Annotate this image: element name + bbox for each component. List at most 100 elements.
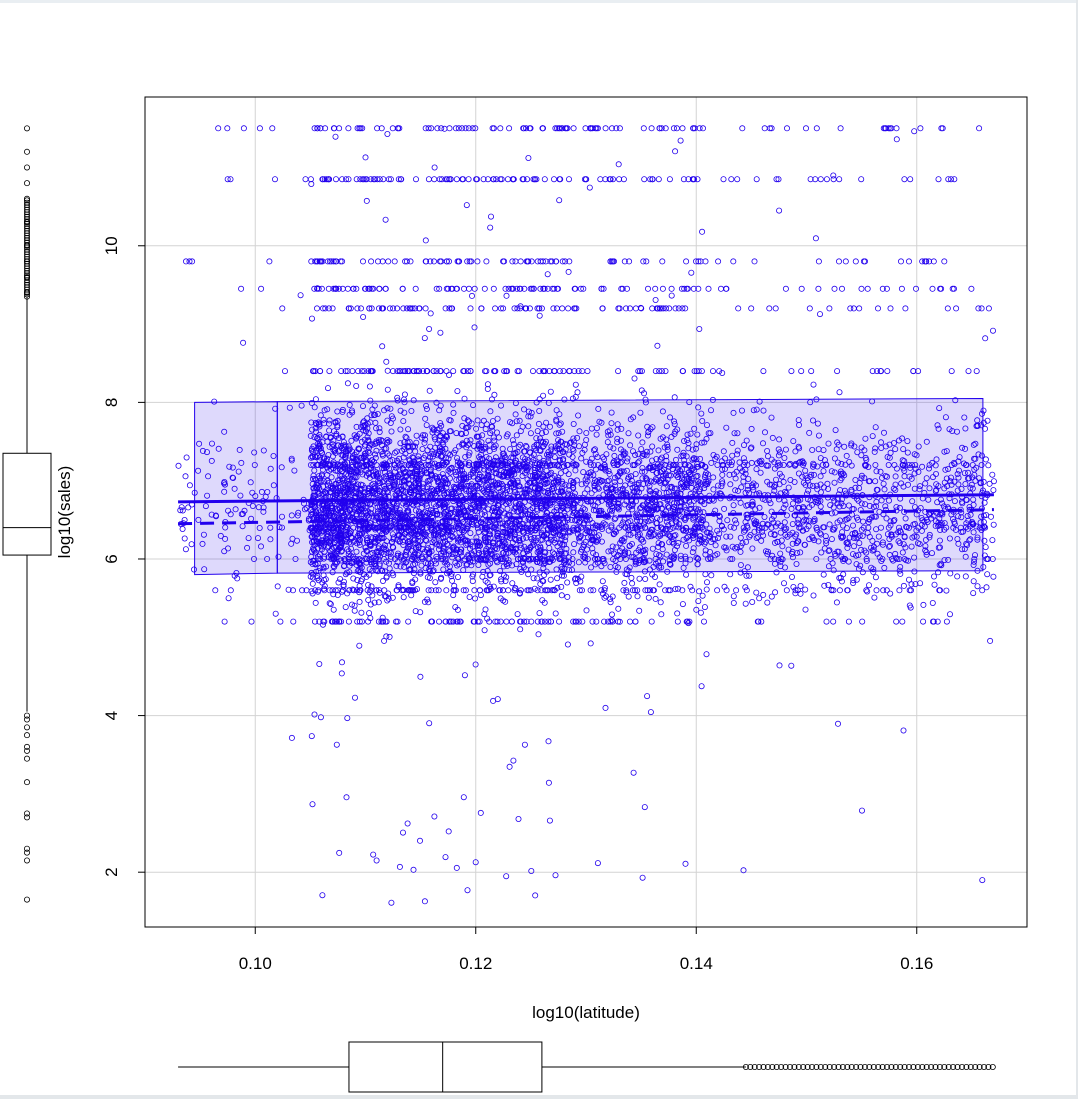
scatter-point <box>679 475 686 482</box>
scatter-point <box>492 508 499 515</box>
scatter-point <box>845 515 852 522</box>
scatter-point <box>324 544 331 551</box>
scatter-point <box>837 125 844 132</box>
scatter-point <box>473 433 480 440</box>
scatter-point <box>788 505 795 512</box>
scatter-point <box>649 545 656 552</box>
scatter-point <box>339 406 346 413</box>
scatter-point <box>963 540 970 547</box>
scatter-point <box>687 478 694 485</box>
scatter-point <box>795 538 802 545</box>
scatter-point <box>272 610 279 617</box>
scatter-point <box>384 386 391 393</box>
scatter-point <box>618 425 625 432</box>
scatter-point <box>389 368 396 375</box>
scatter-point <box>918 515 925 522</box>
scatter-point <box>474 417 481 424</box>
scatter-point <box>417 569 424 576</box>
scatter-point <box>799 473 806 480</box>
scatter-point <box>820 524 827 531</box>
scatter-point <box>983 584 990 591</box>
scatter-point <box>742 600 749 607</box>
scatter-point <box>516 538 523 545</box>
scatter-point <box>361 368 368 375</box>
scatter-point <box>881 486 888 493</box>
scatter-point <box>733 587 740 594</box>
scatter-point <box>368 412 375 419</box>
scatter-point <box>394 397 401 404</box>
scatter-point <box>452 509 459 516</box>
scatter-point <box>686 498 693 505</box>
scatter-point <box>402 433 409 440</box>
scatter-point <box>795 470 802 477</box>
scatter-point <box>540 392 547 399</box>
scatter-point <box>570 484 577 491</box>
scatter-point <box>806 504 813 511</box>
scatter-point <box>326 258 333 265</box>
scatter-point <box>442 305 449 312</box>
scatter-point <box>599 590 606 597</box>
scatter-point <box>764 521 771 528</box>
scatter-point <box>665 472 672 479</box>
scatter-point <box>495 434 502 441</box>
scatter-point <box>671 430 678 437</box>
scatter-point <box>588 455 595 462</box>
scatter-point <box>521 618 528 625</box>
scatter-point <box>375 599 382 606</box>
scatter-point <box>943 618 950 625</box>
scatter-point <box>727 556 734 563</box>
scatter-point <box>229 464 236 471</box>
scatter-point <box>432 508 439 515</box>
scatter-point <box>348 407 355 414</box>
scatter-point <box>523 534 530 541</box>
scatter-point <box>348 534 355 541</box>
scatter-point <box>694 472 701 479</box>
scatter-point <box>789 554 796 561</box>
scatter-point <box>312 587 319 594</box>
scatter-point <box>911 520 918 527</box>
scatter-point <box>318 285 325 292</box>
scatter-point <box>621 552 628 559</box>
scatter-point <box>587 587 594 594</box>
scatter-point <box>342 571 349 578</box>
scatter-point <box>363 467 370 474</box>
scatter-point <box>512 457 519 464</box>
scatter-point <box>573 580 580 587</box>
scatter-point <box>959 546 966 553</box>
scatter-point <box>872 424 879 431</box>
scatter-point <box>649 443 656 450</box>
scatter-point <box>647 566 654 573</box>
scatter-point <box>814 463 821 470</box>
scatter-point <box>425 125 432 132</box>
scatter-point <box>818 531 825 538</box>
scatter-point <box>882 503 889 510</box>
scatter-point <box>556 618 563 625</box>
scatter-point <box>329 305 336 312</box>
scatter-point <box>978 461 985 468</box>
scatter-point <box>360 176 367 183</box>
scatter-point <box>896 437 903 444</box>
scatter-point <box>565 500 572 507</box>
scatter-point <box>328 524 335 531</box>
scatter-point <box>480 462 487 469</box>
scatter-point <box>436 285 443 292</box>
scatter-point <box>777 558 784 565</box>
scatter-point <box>605 527 612 534</box>
scatter-point <box>513 432 520 439</box>
scatter-point <box>425 176 432 183</box>
scatter-point <box>803 125 810 132</box>
scatter-point <box>480 568 487 575</box>
scatter-point <box>472 503 479 510</box>
scatter-point <box>720 526 727 533</box>
scatter-point <box>948 474 955 481</box>
scatter-point <box>315 446 322 453</box>
scatter-point <box>220 480 227 487</box>
scatter-point <box>679 601 686 608</box>
scatter-point <box>600 556 607 563</box>
scatter-point <box>490 583 497 590</box>
scatter-point <box>421 439 428 446</box>
scatter-point <box>788 662 795 669</box>
scatter-point <box>742 470 749 477</box>
scatter-point <box>593 552 600 559</box>
scatter-point <box>455 125 462 132</box>
